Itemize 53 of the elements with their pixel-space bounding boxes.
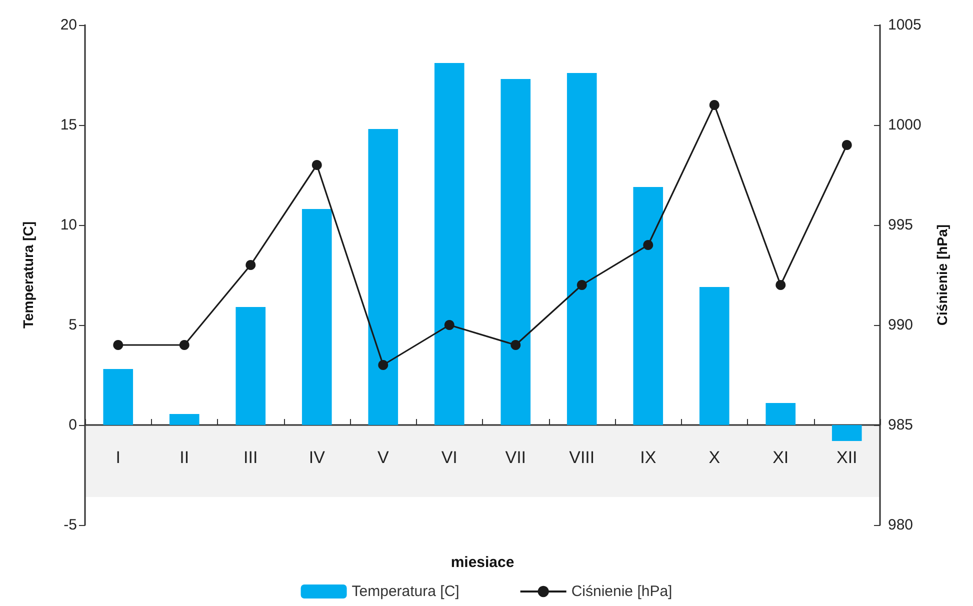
x-tick-label: III xyxy=(244,448,258,467)
y2-axis-title: Ciśnienie [hPa] xyxy=(934,224,950,326)
x-tick-label: IV xyxy=(308,448,326,467)
bar xyxy=(169,414,200,425)
bar xyxy=(699,287,730,425)
point xyxy=(113,340,124,350)
legend-label: Temperatura [C] xyxy=(352,583,460,600)
y-tick-label: 5 xyxy=(68,316,77,334)
x-tick-label: V xyxy=(377,448,390,467)
bar xyxy=(566,73,597,425)
point xyxy=(576,280,587,290)
point xyxy=(246,260,256,270)
y-tick-label: 15 xyxy=(60,116,77,134)
point xyxy=(842,140,852,150)
bar xyxy=(633,187,664,425)
y-tick-label: -5 xyxy=(64,516,77,534)
x-tick-label: I xyxy=(116,448,120,467)
y2-tick-label: 1000 xyxy=(888,116,922,134)
y-tick-label: 10 xyxy=(60,216,77,234)
point xyxy=(510,340,521,350)
y2-tick-label: 995 xyxy=(888,216,914,234)
point xyxy=(378,360,388,370)
bar xyxy=(103,369,134,425)
x-tick-label: VII xyxy=(505,448,526,467)
x-tick-label: IX xyxy=(640,448,656,467)
point xyxy=(643,240,654,250)
x-tick-label: XII xyxy=(836,448,858,467)
x-tick-label: X xyxy=(708,448,720,467)
x-tick-label: II xyxy=(180,448,190,467)
bar xyxy=(302,209,332,425)
bar xyxy=(832,425,862,441)
point xyxy=(444,320,454,330)
y2-tick-label: 990 xyxy=(888,316,914,334)
y-axis-title: Temperatura [C] xyxy=(20,221,36,329)
x-axis-title: miesiace xyxy=(450,554,514,571)
point xyxy=(776,280,786,290)
bar xyxy=(368,129,398,425)
point xyxy=(709,100,720,110)
bar xyxy=(434,63,464,425)
x-tick-label: XI xyxy=(772,448,789,467)
x-tick-label: VIII xyxy=(569,448,595,467)
y-tick-label: 20 xyxy=(60,16,77,34)
y-tick-label: 0 xyxy=(68,416,77,434)
y2-tick-label: 980 xyxy=(888,516,914,534)
y2-tick-label: 1005 xyxy=(888,16,922,34)
point xyxy=(179,340,190,350)
bar xyxy=(500,79,531,425)
y2-tick-label: 985 xyxy=(888,416,914,434)
point xyxy=(312,160,322,170)
bar xyxy=(236,307,266,425)
bar xyxy=(766,403,796,425)
x-tick-label: VI xyxy=(441,448,458,467)
legend-label: Ciśnienie [hPa] xyxy=(571,583,672,600)
